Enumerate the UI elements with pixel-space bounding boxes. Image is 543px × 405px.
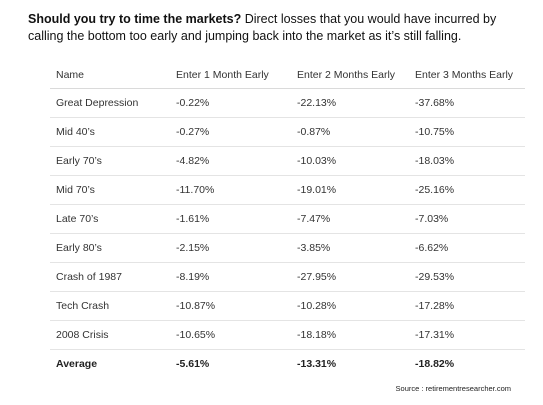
table-cell: -0.27% [170,117,291,147]
table-row: Early 70’s -4.82% -10.03% -18.03% [50,146,525,176]
table-row: Crash of 1987 -8.19% -27.95% -29.53% [50,262,525,292]
row-name: Crash of 1987 [50,262,170,292]
table-cell: -7.47% [291,204,409,234]
column-header: Enter 3 Months Early [409,62,525,89]
table-cell: -29.53% [409,262,525,292]
table-cell: -18.18% [291,320,409,350]
table-cell: -13.31% [297,358,337,370]
table-cell: -19.01% [291,175,409,205]
table-row: Early 80’s -2.15% -3.85% -6.62% [50,233,525,263]
row-name: Great Depression [50,88,170,118]
row-name: Early 70’s [50,146,170,176]
table-cell: -4.82% [170,146,291,176]
table-cell: -5.61% [176,358,210,370]
table-cell: -27.95% [291,262,409,292]
table-row-average: Average -5.61% -13.31% -18.82% [50,350,525,379]
table-cell: -2.15% [170,233,291,263]
row-name: Tech Crash [50,291,170,321]
table-cell: -10.87% [170,291,291,321]
losses-table: Name Enter 1 Month Early Enter 2 Months … [50,62,525,378]
table-header-row: Name Enter 1 Month Early Enter 2 Months … [50,62,525,89]
table-row: Mid 70’s -11.70% -19.01% -25.16% [50,175,525,205]
column-header: Enter 2 Months Early [291,62,409,89]
table-cell: -10.28% [291,291,409,321]
table-row: Late 70’s -1.61% -7.47% -7.03% [50,204,525,234]
table-cell: -10.75% [409,117,525,147]
table-row: Great Depression -0.22% -22.13% -37.68% [50,88,525,118]
column-header: Enter 1 Month Early [170,62,291,89]
table-cell: -18.03% [409,146,525,176]
table-cell: -10.03% [291,146,409,176]
table-cell: -7.03% [409,204,525,234]
table-cell: -25.16% [409,175,525,205]
table-cell: -10.65% [170,320,291,350]
table-cell: -1.61% [170,204,291,234]
table-row: Tech Crash -10.87% -10.28% -17.28% [50,291,525,321]
row-name: Mid 40’s [50,117,170,147]
title-lead: Should you try to time the markets? [28,12,242,26]
source-note: Source : retirementresearcher.com [395,384,511,393]
table-cell: -11.70% [170,175,291,205]
table-cell: -17.28% [409,291,525,321]
row-name: Average [56,358,98,370]
row-name: Late 70’s [50,204,170,234]
table-cell: -6.62% [409,233,525,263]
row-name: Mid 70’s [50,175,170,205]
table-cell: -37.68% [409,88,525,118]
table-cell: -8.19% [170,262,291,292]
row-name: Early 80’s [50,233,170,263]
table-cell: -18.82% [415,358,455,370]
row-name: 2008 Crisis [50,320,170,350]
title-text: Direct losses that you would have incurr… [28,12,497,43]
column-header: Name [50,62,170,89]
table-cell: -22.13% [291,88,409,118]
table-cell: -3.85% [291,233,409,263]
table-row: 2008 Crisis -10.65% -18.18% -17.31% [50,320,525,350]
table-cell: -17.31% [409,320,525,350]
table-row: Mid 40’s -0.27% -0.87% -10.75% [50,117,525,147]
table-cell: -0.87% [291,117,409,147]
table-cell: -0.22% [170,88,291,118]
chart-title: Should you try to time the markets? Dire… [28,11,528,45]
